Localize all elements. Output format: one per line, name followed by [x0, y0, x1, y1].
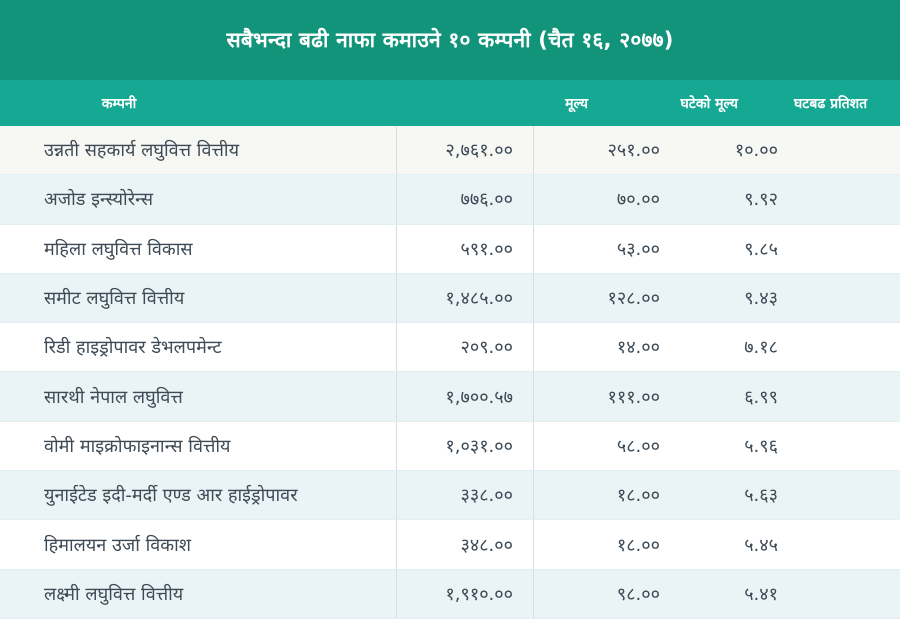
value-cell: ३३८.०० [396, 471, 534, 520]
table-title: सबैभन्दा बढी नाफा कमाउने १० कम्पनी (चैत … [0, 0, 900, 80]
company-cell: लक्ष्मी लघुवित्त वित्तीय [44, 583, 184, 605]
company-cell: अजोड इन्स्योरेन्स [44, 189, 154, 211]
change-cell: २५१.०० [607, 140, 660, 162]
percent-cell: ७.१८ [744, 337, 778, 359]
company-cell: सारथी नेपाल लघुवित्त [44, 386, 183, 408]
percent-cell: ५.६३ [744, 485, 778, 507]
table-row: अजोड इन्स्योरेन्स ७७६.०० ७०.०० ९.९२ [0, 175, 900, 225]
table-header: कम्पनी मूल्य घटेको मूल्य घटबढ प्रतिशत [0, 80, 900, 126]
change-cell: १८.०० [616, 534, 660, 556]
change-cell: ५८.०० [616, 435, 660, 457]
company-cell: युनाईटेड इदी-मर्दी एण्ड आर हाईड्रोपावर [44, 485, 298, 507]
column-header-company: कम्पनी [101, 95, 137, 112]
table-row: वोमी माइक्रोफाइनान्स वित्तीय १,०३१.०० ५८… [0, 421, 900, 472]
table-row: सारथी नेपाल लघुवित्त १,७००.५७ १११.०० ६.९… [0, 372, 900, 422]
value-cell: ५९१.०० [396, 224, 534, 273]
value-cell: १,९१०.०० [396, 569, 534, 618]
column-header-change: घटेको मूल्य [680, 95, 738, 112]
change-cell: १२८.०० [607, 288, 660, 310]
percent-cell: ९.४३ [744, 288, 778, 310]
percent-cell: १०.०० [734, 140, 778, 162]
value-cell: ७७६.०० [396, 175, 534, 224]
company-cell: समीट लघुवित्त वित्तीय [44, 288, 185, 310]
table-row: लक्ष्मी लघुवित्त वित्तीय १,९१०.०० ९८.०० … [0, 569, 900, 619]
change-cell: ५३.०० [616, 238, 660, 260]
column-header-percent: घटबढ प्रतिशत [794, 95, 868, 112]
company-cell: उन्नती सहकार्य लघुवित्त वित्तीय [44, 140, 240, 162]
change-cell: ७०.०० [616, 189, 660, 211]
company-cell: रिडी हाइड्रोपावर डेभलपमेन्ट [44, 337, 222, 359]
table-row: उन्नती सहकार्य लघुवित्त वित्तीय २,७६१.००… [0, 126, 900, 176]
value-cell: २,७६१.०० [396, 126, 534, 175]
value-cell: १,४८५.०० [396, 273, 534, 323]
percent-cell: ५.४१ [744, 583, 778, 605]
percent-cell: ९.८५ [744, 238, 778, 260]
value-cell: १,७००.५७ [396, 372, 534, 421]
company-cell: वोमी माइक्रोफाइनान्स वित्तीय [44, 435, 231, 457]
company-cell: हिमालयन उर्जा विकाश [44, 534, 192, 556]
change-cell: ९८.०० [616, 583, 660, 605]
company-cell: महिला लघुवित्त विकास [44, 238, 193, 260]
table-row: समीट लघुवित्त वित्तीय १,४८५.०० १२८.०० ९.… [0, 273, 900, 324]
table-row: रिडी हाइड्रोपावर डेभलपमेन्ट २०९.०० १४.००… [0, 323, 900, 373]
percent-cell: ५.९६ [744, 435, 778, 457]
value-cell: १,०३१.०० [396, 421, 534, 471]
column-header-value: मूल्य [565, 95, 588, 112]
table-row: हिमालयन उर्जा विकाश ३४८.०० १८.०० ५.४५ [0, 520, 900, 570]
table-row: युनाईटेड इदी-मर्दी एण्ड आर हाईड्रोपावर ३… [0, 471, 900, 521]
value-cell: २०९.०० [396, 323, 534, 372]
table-body: उन्नती सहकार्य लघुवित्त वित्तीय २,७६१.००… [0, 126, 900, 619]
value-cell: ३४८.०० [396, 520, 534, 569]
percent-cell: ५.४५ [744, 534, 778, 556]
change-cell: १११.०० [607, 386, 660, 408]
percent-cell: ९.९२ [744, 189, 778, 211]
change-cell: १८.०० [616, 485, 660, 507]
change-cell: १४.०० [616, 337, 660, 359]
percent-cell: ६.९९ [744, 386, 778, 408]
table-row: महिला लघुवित्त विकास ५९१.०० ५३.०० ९.८५ [0, 224, 900, 274]
